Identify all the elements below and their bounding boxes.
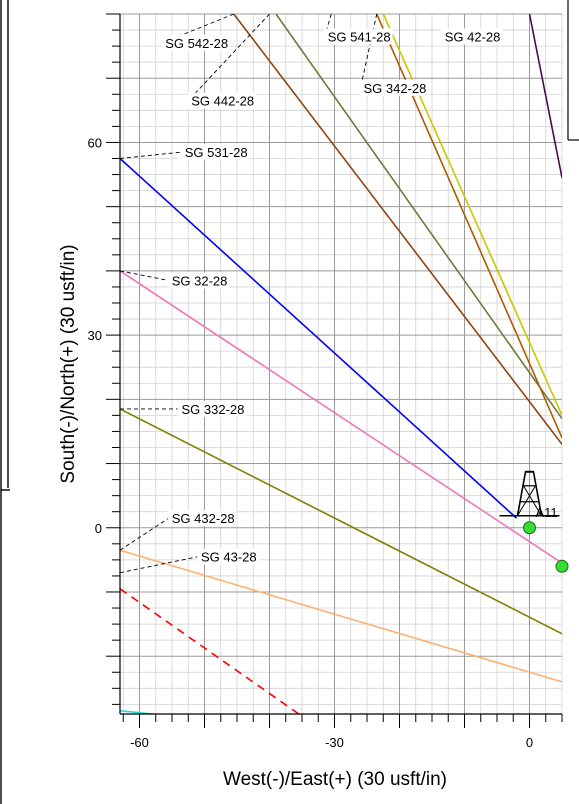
series-line-6 bbox=[233, 14, 562, 445]
series-line-10 bbox=[528, 14, 562, 178]
well-label: SG 42-28 bbox=[445, 29, 501, 44]
well-label: SG 342-28 bbox=[364, 81, 427, 96]
series-line-9 bbox=[382, 14, 562, 416]
y-tick-label: 0 bbox=[95, 521, 102, 536]
series-line-8 bbox=[376, 14, 562, 439]
well-label: SG 32-28 bbox=[172, 274, 228, 289]
rig-brace bbox=[517, 485, 536, 517]
series-line-4 bbox=[120, 588, 300, 714]
leader-line bbox=[360, 13, 378, 88]
label-background bbox=[180, 144, 250, 161]
x-tick-label: -60 bbox=[130, 735, 149, 750]
well-label: SG 332-28 bbox=[182, 402, 245, 417]
well-label: SG 43-28 bbox=[201, 550, 257, 565]
label-background bbox=[323, 28, 393, 45]
well-labels: SG 542-28 SG 442-28 SG 541-28 SG 342-28 SG 4… bbox=[161, 28, 503, 565]
series-line-0 bbox=[120, 157, 518, 519]
series-line-3 bbox=[120, 549, 562, 683]
leader-line bbox=[187, 13, 270, 102]
well-label: SG 542-28 bbox=[165, 36, 228, 51]
label-background bbox=[187, 92, 257, 109]
leader-line bbox=[324, 13, 332, 37]
label-background bbox=[440, 28, 503, 45]
leader-line bbox=[119, 556, 199, 574]
leader-line bbox=[119, 151, 182, 159]
leader-line bbox=[119, 270, 169, 281]
label-background bbox=[167, 272, 230, 289]
y-tick-label: 60 bbox=[88, 135, 102, 150]
x-tick-label: -30 bbox=[325, 735, 344, 750]
label-background bbox=[167, 510, 237, 527]
rig-brace bbox=[523, 485, 542, 517]
well-label: SG 442-28 bbox=[191, 94, 254, 109]
series-layer bbox=[120, 14, 562, 714]
x-axis-title: West(-)/East(+) (30 usft/in) bbox=[223, 769, 447, 790]
target-marker bbox=[555, 559, 569, 573]
target-marker bbox=[523, 521, 536, 535]
tick-labels: -60 -30 0 0 30 60 bbox=[88, 135, 534, 750]
y-tick-label: 30 bbox=[88, 328, 102, 343]
x-tick-label: 0 bbox=[526, 735, 533, 750]
label-background bbox=[359, 79, 429, 96]
label-background bbox=[177, 400, 247, 417]
y-axis-title: South(-)/North(+) (30 usft/in) bbox=[58, 244, 79, 483]
label-background bbox=[161, 34, 231, 51]
rig-label: A11 bbox=[536, 505, 558, 520]
well-label: SG 531-28 bbox=[185, 145, 248, 160]
label-background bbox=[197, 548, 259, 565]
well-label: SG 432-28 bbox=[172, 511, 235, 526]
leader-line bbox=[119, 517, 169, 551]
minor-grid bbox=[120, 14, 563, 714]
well-label: SG 541-28 bbox=[328, 29, 391, 44]
major-grid bbox=[120, 13, 562, 714]
series-line-2 bbox=[120, 408, 562, 635]
series-line-7 bbox=[275, 14, 562, 420]
series-line-1 bbox=[120, 270, 562, 564]
rig-symbol: A11 bbox=[499, 470, 569, 573]
